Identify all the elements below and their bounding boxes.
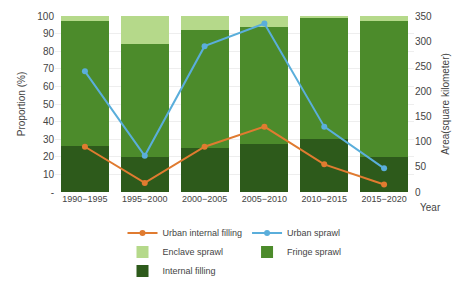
svg-text:50: 50: [43, 99, 55, 110]
svg-text:2000−2005: 2000−2005: [182, 194, 227, 204]
svg-text:150: 150: [415, 111, 432, 122]
svg-text:Proportion (%): Proportion (%): [16, 72, 27, 136]
svg-text:50: 50: [415, 161, 427, 172]
svg-text:30: 30: [43, 134, 55, 145]
svg-text:1990−1995: 1990−1995: [62, 194, 107, 204]
svg-text:70: 70: [43, 63, 55, 74]
svg-text:100: 100: [415, 136, 432, 147]
svg-text:250: 250: [415, 61, 432, 72]
svg-text:40: 40: [43, 116, 55, 127]
svg-text:200: 200: [415, 86, 432, 97]
svg-text:80: 80: [43, 46, 55, 57]
svg-text:1995−2000: 1995−2000: [122, 194, 167, 204]
svg-text:Urban sprawl: Urban sprawl: [287, 228, 340, 238]
svg-text:Fringe sprawl: Fringe sprawl: [287, 247, 341, 257]
svg-text:2015−2020: 2015−2020: [361, 194, 406, 204]
svg-text:Internal filling: Internal filling: [163, 266, 216, 276]
svg-text:2010−2015: 2010−2015: [302, 194, 347, 204]
svg-text:10: 10: [43, 169, 55, 180]
svg-text:90: 90: [43, 28, 55, 39]
svg-text:100: 100: [37, 11, 54, 22]
svg-text:Urban internal filling: Urban internal filling: [163, 228, 243, 238]
svg-text:20: 20: [43, 151, 55, 162]
svg-text:2005−2010: 2005−2010: [242, 194, 287, 204]
svg-text:-: -: [51, 187, 54, 198]
svg-text:Area(square kilometer): Area(square kilometer): [440, 53, 451, 155]
svg-text:Year: Year: [420, 202, 441, 213]
svg-text:0: 0: [415, 187, 421, 198]
svg-text:300: 300: [415, 36, 432, 47]
svg-text:350: 350: [415, 11, 432, 22]
svg-text:60: 60: [43, 81, 55, 92]
svg-text:Enclave sprawl: Enclave sprawl: [163, 247, 224, 257]
